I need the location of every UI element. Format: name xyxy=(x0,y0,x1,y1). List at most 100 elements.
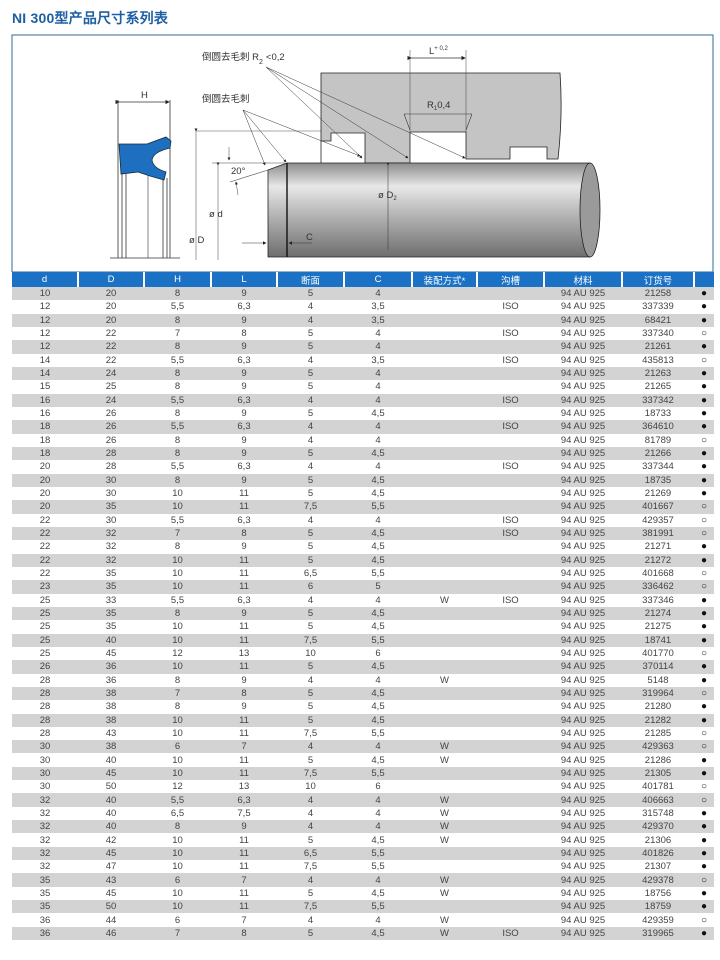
table-row: 35 50 10 11 7,5 5,5 94 AU 925 18759 ● xyxy=(12,900,714,914)
table-row: 18 28 8 9 5 4,5 94 AU 925 21266 ● xyxy=(12,446,714,461)
cell-material: 94 AU 925 xyxy=(544,420,622,434)
cell-C: 4,5 xyxy=(371,701,385,713)
cell-H: 10 xyxy=(144,846,211,861)
column-header-D: D xyxy=(78,272,145,287)
cell-groove xyxy=(477,553,544,567)
dim-D-label: ø D xyxy=(189,235,204,246)
cell-material: 94 AU 925 xyxy=(560,914,606,926)
cell-d: 28 xyxy=(39,674,51,686)
cell-section: 4 xyxy=(307,674,314,686)
cell-D: 30 xyxy=(105,488,117,500)
cell-order-no: 381991 xyxy=(622,526,694,541)
cell-groove xyxy=(477,340,544,354)
cell-C: 4,5 xyxy=(344,606,412,621)
cell-H: 8 xyxy=(144,820,211,834)
table-row: 30 50 12 13 10 6 94 AU 925 401781 ○ xyxy=(12,780,714,793)
cell-mounting xyxy=(412,620,477,633)
cell-section: 5 xyxy=(277,287,344,301)
cell-groove xyxy=(477,913,544,926)
availability-dot-icon: ● xyxy=(694,340,714,354)
availability-dot-icon: ● xyxy=(694,420,714,434)
cell-groove: ISO xyxy=(502,594,519,606)
cell-section: 5 xyxy=(307,408,314,420)
cell-d: 35 xyxy=(12,873,78,887)
cell-H: 10 xyxy=(144,500,211,514)
cell-groove xyxy=(477,313,544,327)
seal-installation-diagram: H L+ 0,2 R10,4 ø D2 C 20° ø d ø D xyxy=(11,34,714,272)
cell-d: 32 xyxy=(12,793,78,807)
table-row: 32 40 5,5 6,3 4 4 W 94 AU 925 406663 ○ xyxy=(12,793,714,807)
cell-section: 5 xyxy=(277,686,344,701)
cell-mounting xyxy=(412,553,477,567)
cell-C: 4 xyxy=(344,420,412,434)
cell-C: 4,5 xyxy=(371,754,385,766)
cell-mounting xyxy=(412,487,477,500)
availability-dot-icon: ● xyxy=(694,766,714,781)
table-row: 32 40 6,5 7,5 4 4 W 94 AU 925 315748 ● xyxy=(12,807,714,820)
cell-L: 11 xyxy=(211,713,277,727)
cell-section: 4 xyxy=(307,301,314,313)
table-row: 23 35 10 11 6 5 94 AU 925 336462 ○ xyxy=(12,580,714,594)
cell-material: 94 AU 925 xyxy=(544,606,622,621)
cell-order-no: 21263 xyxy=(622,366,694,381)
cell-material: 94 AU 925 xyxy=(560,887,606,899)
cell-d: 20 xyxy=(12,473,78,487)
cell-D: 22 xyxy=(105,328,117,340)
cell-order-no: 18741 xyxy=(622,633,694,647)
cell-groove xyxy=(477,446,544,461)
cell-H: 5,5 xyxy=(170,461,185,473)
cell-H: 5,5 xyxy=(170,301,185,313)
cell-C: 5,5 xyxy=(344,633,412,647)
availability-dot-icon: ● xyxy=(700,301,708,313)
cell-C: 3,5 xyxy=(344,313,412,327)
cell-material: 94 AU 925 xyxy=(544,633,622,647)
cell-C: 5,5 xyxy=(344,500,412,514)
column-header-H: H xyxy=(144,272,212,287)
cell-d: 28 xyxy=(12,713,78,727)
availability-dot-icon: ○ xyxy=(694,686,714,701)
cell-mounting xyxy=(412,727,477,740)
cell-order-no: 364610 xyxy=(622,420,694,434)
cell-mounting xyxy=(412,580,477,594)
cell-section: 5 xyxy=(307,488,314,500)
cell-material: 94 AU 925 xyxy=(560,541,606,553)
cell-material: 94 AU 925 xyxy=(560,834,606,846)
table-row: 14 22 5,5 6,3 4 3,5 ISO 94 AU 925 435813 ○ xyxy=(12,354,714,367)
cell-L: 7 xyxy=(241,914,247,926)
cell-L: 11 xyxy=(239,568,249,580)
table-row: 32 40 8 9 4 4 W 94 AU 925 429370 ● xyxy=(12,820,714,834)
cell-d: 26 xyxy=(12,660,78,674)
cell-groove xyxy=(477,713,544,727)
cell-C: 4,5 xyxy=(344,660,412,674)
cell-order-no: 337339 xyxy=(642,301,674,313)
cell-d: 22 xyxy=(39,568,51,580)
cell-order-no: 21261 xyxy=(622,340,694,354)
cell-section: 4 xyxy=(277,740,344,754)
table-row: 16 24 5,5 6,3 4 4 ISO 94 AU 925 337342 ● xyxy=(12,393,714,407)
table-row: 26 36 10 11 5 4,5 94 AU 925 370114 ● xyxy=(12,660,714,674)
cell-d: 23 xyxy=(12,580,78,594)
cell-d: 25 xyxy=(39,648,51,660)
cell-D: 24 xyxy=(78,393,144,407)
cell-groove xyxy=(477,833,544,846)
availability-dot-icon: ● xyxy=(694,660,714,674)
cell-d: 10 xyxy=(12,287,78,301)
cell-D: 45 xyxy=(105,887,117,899)
cell-groove: ISO xyxy=(502,461,519,473)
cell-C: 4,5 xyxy=(371,488,385,500)
availability-dot-icon: ● xyxy=(700,381,708,393)
cell-L: 9 xyxy=(241,674,247,686)
cell-D: 40 xyxy=(78,793,144,807)
cell-order-no: 429363 xyxy=(622,740,694,754)
table-row: 18 26 5,5 6,3 4 4 ISO 94 AU 925 364610 ● xyxy=(12,420,714,434)
cell-mounting xyxy=(412,446,477,461)
cell-section: 5 xyxy=(307,381,314,393)
cell-order-no: 21271 xyxy=(644,541,672,553)
cell-L: 6,3 xyxy=(237,301,251,313)
availability-dot-icon: ● xyxy=(694,606,714,621)
cell-d: 18 xyxy=(12,446,78,461)
cell-C: 4 xyxy=(344,740,412,754)
cell-d: 14 xyxy=(39,354,51,366)
table-row: 30 45 10 11 7,5 5,5 94 AU 925 21305 ● xyxy=(12,766,714,781)
cell-d: 35 xyxy=(12,900,78,914)
